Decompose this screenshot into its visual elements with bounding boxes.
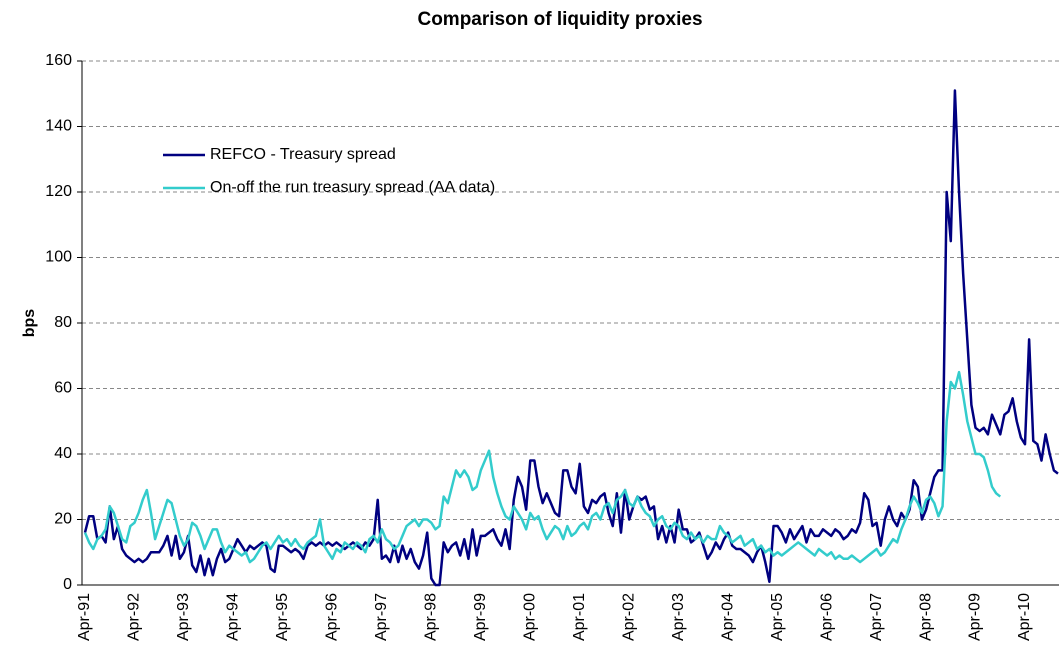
x-tick-label: Apr-96 [324, 593, 341, 641]
x-tick-label: Apr-91 [76, 593, 93, 641]
y-tick-label: 80 [54, 314, 72, 331]
y-tick-label: 140 [45, 118, 72, 135]
legend-label: REFCO - Treasury spread [210, 146, 396, 163]
y-tick-label: 20 [54, 511, 72, 528]
x-tick-label: Apr-92 [126, 593, 143, 641]
x-tick-label: Apr-05 [769, 593, 786, 641]
x-tick-label: Apr-03 [670, 593, 687, 641]
x-tick-label: Apr-08 [917, 593, 934, 641]
x-tick-label: Apr-04 [719, 593, 736, 641]
y-tick-label: 160 [45, 52, 72, 69]
x-tick-label: Apr-07 [868, 593, 885, 641]
x-tick-label: Apr-99 [472, 593, 489, 641]
series-line [83, 89, 1059, 587]
legend-label: On-off the run treasury spread (AA data) [210, 179, 495, 196]
x-tick-label: Apr-10 [1016, 593, 1033, 641]
y-axis-label: bps [21, 309, 38, 338]
x-tick-label: Apr-01 [571, 593, 588, 641]
x-tick-label: Apr-97 [373, 593, 390, 641]
x-tick-label: Apr-02 [620, 593, 637, 641]
x-tick-label: Apr-98 [423, 593, 440, 641]
chart-title: Comparison of liquidity proxies [417, 9, 702, 30]
series-line [83, 370, 1002, 564]
x-tick-label: Apr-06 [818, 593, 835, 641]
x-tick-label: Apr-95 [274, 593, 291, 641]
y-tick-label: 60 [54, 380, 72, 397]
y-tick-label: 40 [54, 445, 72, 462]
x-tick-label: Apr-93 [175, 593, 192, 641]
y-tick-label: 120 [45, 183, 72, 200]
y-tick-label: 0 [63, 576, 72, 593]
x-tick-label: Apr-00 [521, 593, 538, 641]
y-tick-label: 100 [45, 249, 72, 266]
x-tick-label: Apr-94 [225, 593, 242, 641]
x-tick-label: Apr-09 [967, 593, 984, 641]
